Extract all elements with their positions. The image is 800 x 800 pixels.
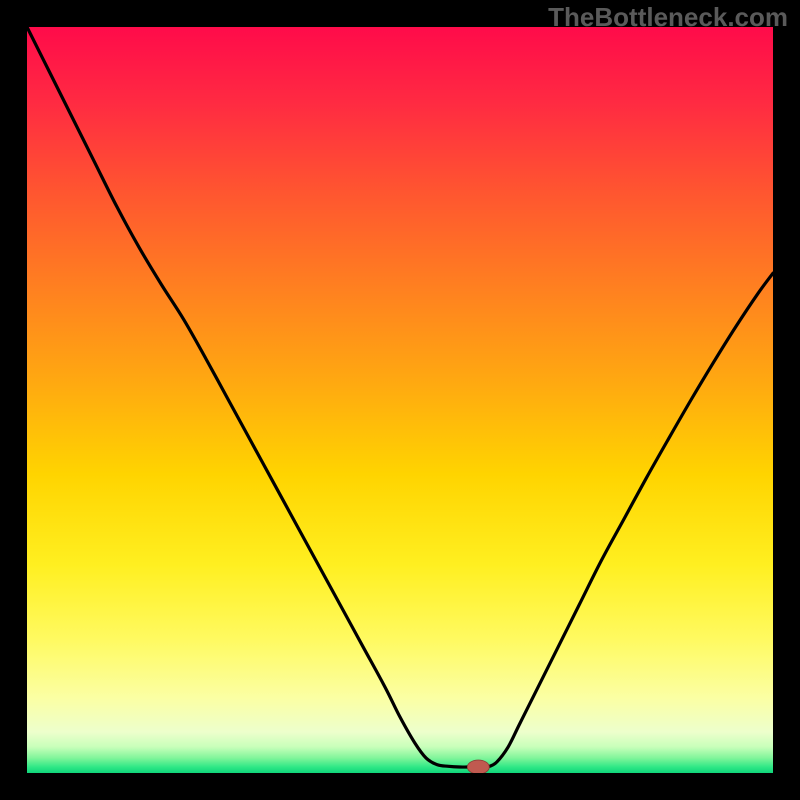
bottleneck-chart [0, 0, 800, 800]
optimal-point-marker [467, 760, 489, 774]
gradient-background [27, 27, 773, 773]
watermark-text: TheBottleneck.com [548, 2, 788, 33]
